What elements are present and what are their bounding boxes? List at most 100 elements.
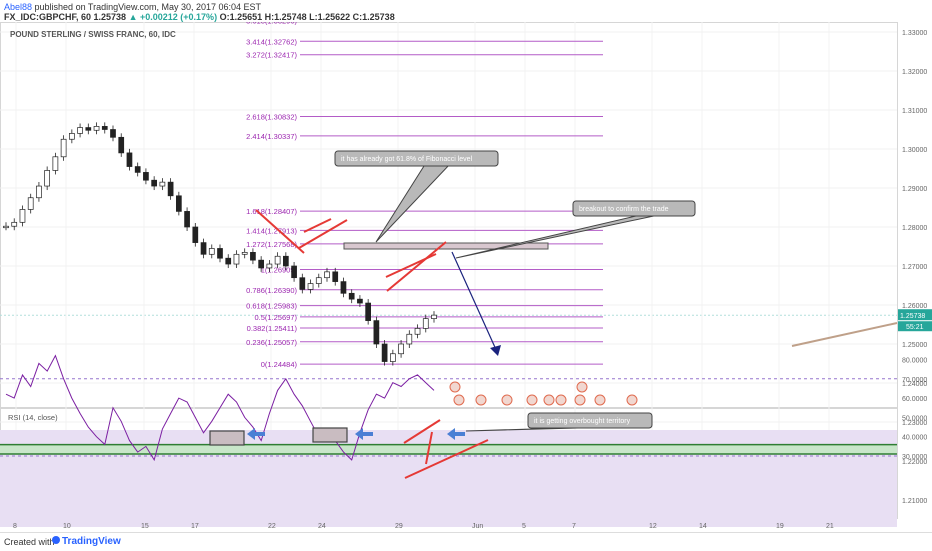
event-flag-icon	[555, 394, 567, 406]
candle-body	[431, 314, 437, 320]
event-flag-icon	[626, 394, 638, 406]
callout-box	[527, 412, 653, 429]
price-tick-label: 1.30000	[902, 147, 927, 154]
candle-body	[398, 343, 404, 355]
projection-arrow-head	[490, 345, 501, 356]
time-tick-label: 14	[699, 523, 707, 530]
projection-arrow-line	[451, 251, 499, 355]
rsi-red-trendline	[425, 431, 433, 465]
rsi-line	[5, 354, 435, 462]
time-tick-label: 17	[191, 523, 199, 530]
candle-body	[414, 328, 421, 335]
fib-level-label: 0.618(1.25983)	[246, 302, 297, 311]
fib-level-label: 3.272(1.32417)	[246, 51, 297, 60]
candle-body	[52, 156, 59, 171]
candle-body	[93, 126, 100, 131]
rsi-indicator: RSI (14, close)	[0, 354, 897, 479]
candle-body	[184, 211, 190, 228]
candle-body	[274, 255, 281, 265]
fib-level-label: 0(1.24484)	[261, 360, 298, 369]
change-label: ▲ +0.00212 (+0.17%)	[128, 12, 218, 22]
candle-body	[134, 166, 141, 173]
candle-body	[126, 152, 133, 167]
candle-body	[3, 225, 9, 229]
author-link[interactable]: Abel88	[4, 2, 33, 12]
tradingview-brand[interactable]: TradingView	[62, 536, 121, 547]
rsi-highlight-box	[209, 430, 245, 446]
fibonacci-levels: 3.618(1.33296) 3.414(1.32762) 3.272(1.3241…	[246, 22, 603, 369]
tradingview-logo-icon	[52, 536, 60, 544]
diagonal-line	[791, 322, 898, 347]
grid	[0, 22, 898, 520]
candle-body	[151, 179, 158, 187]
fib-level-label: 1.618(1.28407)	[246, 207, 297, 216]
candle-body	[241, 252, 248, 255]
candle-body	[373, 320, 380, 345]
candle-body	[36, 185, 42, 199]
event-flag-icon	[449, 381, 461, 393]
fib-level-label: 0.5(1.25697)	[254, 313, 297, 322]
event-flag-icon	[576, 381, 588, 393]
fib-level-label: 2.414(1.30337)	[246, 132, 297, 141]
annotation-callouts: it has already got 61.8% of Fibonacci le…	[334, 150, 696, 432]
event-flag-icon	[574, 394, 586, 406]
time-tick-label: 29	[395, 523, 403, 530]
candle-body	[192, 226, 199, 243]
time-tick-label: Jun	[472, 523, 483, 530]
price-tick-label: 1.27000	[902, 264, 927, 271]
time-tick-label: 15	[141, 523, 149, 530]
publish-info: published on TradingView.com, May 30, 20…	[32, 2, 262, 12]
time-tick-label: 5	[522, 523, 526, 530]
economic-events[interactable]	[449, 381, 638, 406]
quote-line: FX_IDC:GBPCHF, 60 1.25738 ▲ +0.00212 (+0…	[4, 12, 395, 22]
chart-title: POUND STERLING / SWISS FRANC, 60, IDC	[10, 30, 176, 39]
candle-body	[175, 195, 182, 212]
price-tick-label: 1.24000	[902, 381, 927, 388]
callout-text: breakout to confirm the trade	[579, 206, 669, 213]
price-tick-label: 1.33000	[902, 30, 927, 37]
candle-body	[217, 248, 223, 259]
rsi-tick-label: 60.0000	[902, 396, 927, 403]
candle-body	[11, 221, 18, 227]
candle-body	[250, 252, 256, 261]
time-tick-label: 8	[13, 523, 17, 530]
trendline-drawings	[255, 209, 898, 356]
price-pane-frame	[0, 22, 898, 408]
footer: Created with TradingView	[0, 532, 932, 551]
candle-body	[282, 255, 289, 267]
red-trendline	[385, 253, 437, 278]
chart-canvas[interactable]: POUND STERLING / SWISS FRANC, 60, IDC 3.…	[0, 22, 932, 532]
candle-body	[258, 259, 265, 269]
candle-body	[324, 271, 330, 279]
candle-body	[225, 257, 232, 265]
price-tick-label: 1.25000	[902, 342, 927, 349]
ticker-label: FX_IDC:GBPCHF, 60	[4, 12, 92, 22]
chart-header: Abel88 published on TradingView.com, May…	[0, 0, 932, 22]
candle-body	[159, 181, 166, 187]
candle-body	[101, 126, 108, 130]
support-zone	[0, 443, 897, 455]
price-label: 1.25738	[91, 12, 127, 22]
rsi-title: RSI (14, close)	[8, 413, 58, 422]
candle-body	[307, 283, 314, 290]
candle-body	[365, 302, 372, 321]
price-tick-label: 1.29000	[902, 186, 927, 193]
axes: 1.33000 1.32000 1.31000 1.30000 1.29000 1.280…	[13, 30, 932, 530]
rsi-tick-label: 70.0000	[902, 377, 927, 384]
price-tick-label: 1.32000	[902, 69, 927, 76]
candle-body	[85, 127, 92, 131]
countdown-badge	[898, 321, 932, 332]
fib-level-label: 3.618(1.33296)	[246, 22, 297, 25]
blue-arrow-head	[447, 428, 455, 440]
candle-body	[19, 209, 26, 223]
callout-text: it has already got 61.8% of Fibonacci le…	[341, 156, 473, 163]
rsi-tick-label: 50.0000	[902, 415, 927, 422]
rsi-red-trendline	[403, 419, 441, 444]
candle-body	[200, 242, 207, 255]
event-flag-icon	[543, 394, 555, 406]
candle-body	[208, 248, 215, 255]
fib-level-label: 1.272(1.27568)	[246, 240, 297, 249]
callout-box	[334, 150, 499, 167]
candle-body	[315, 277, 322, 284]
blue-arrow-head	[355, 428, 363, 440]
